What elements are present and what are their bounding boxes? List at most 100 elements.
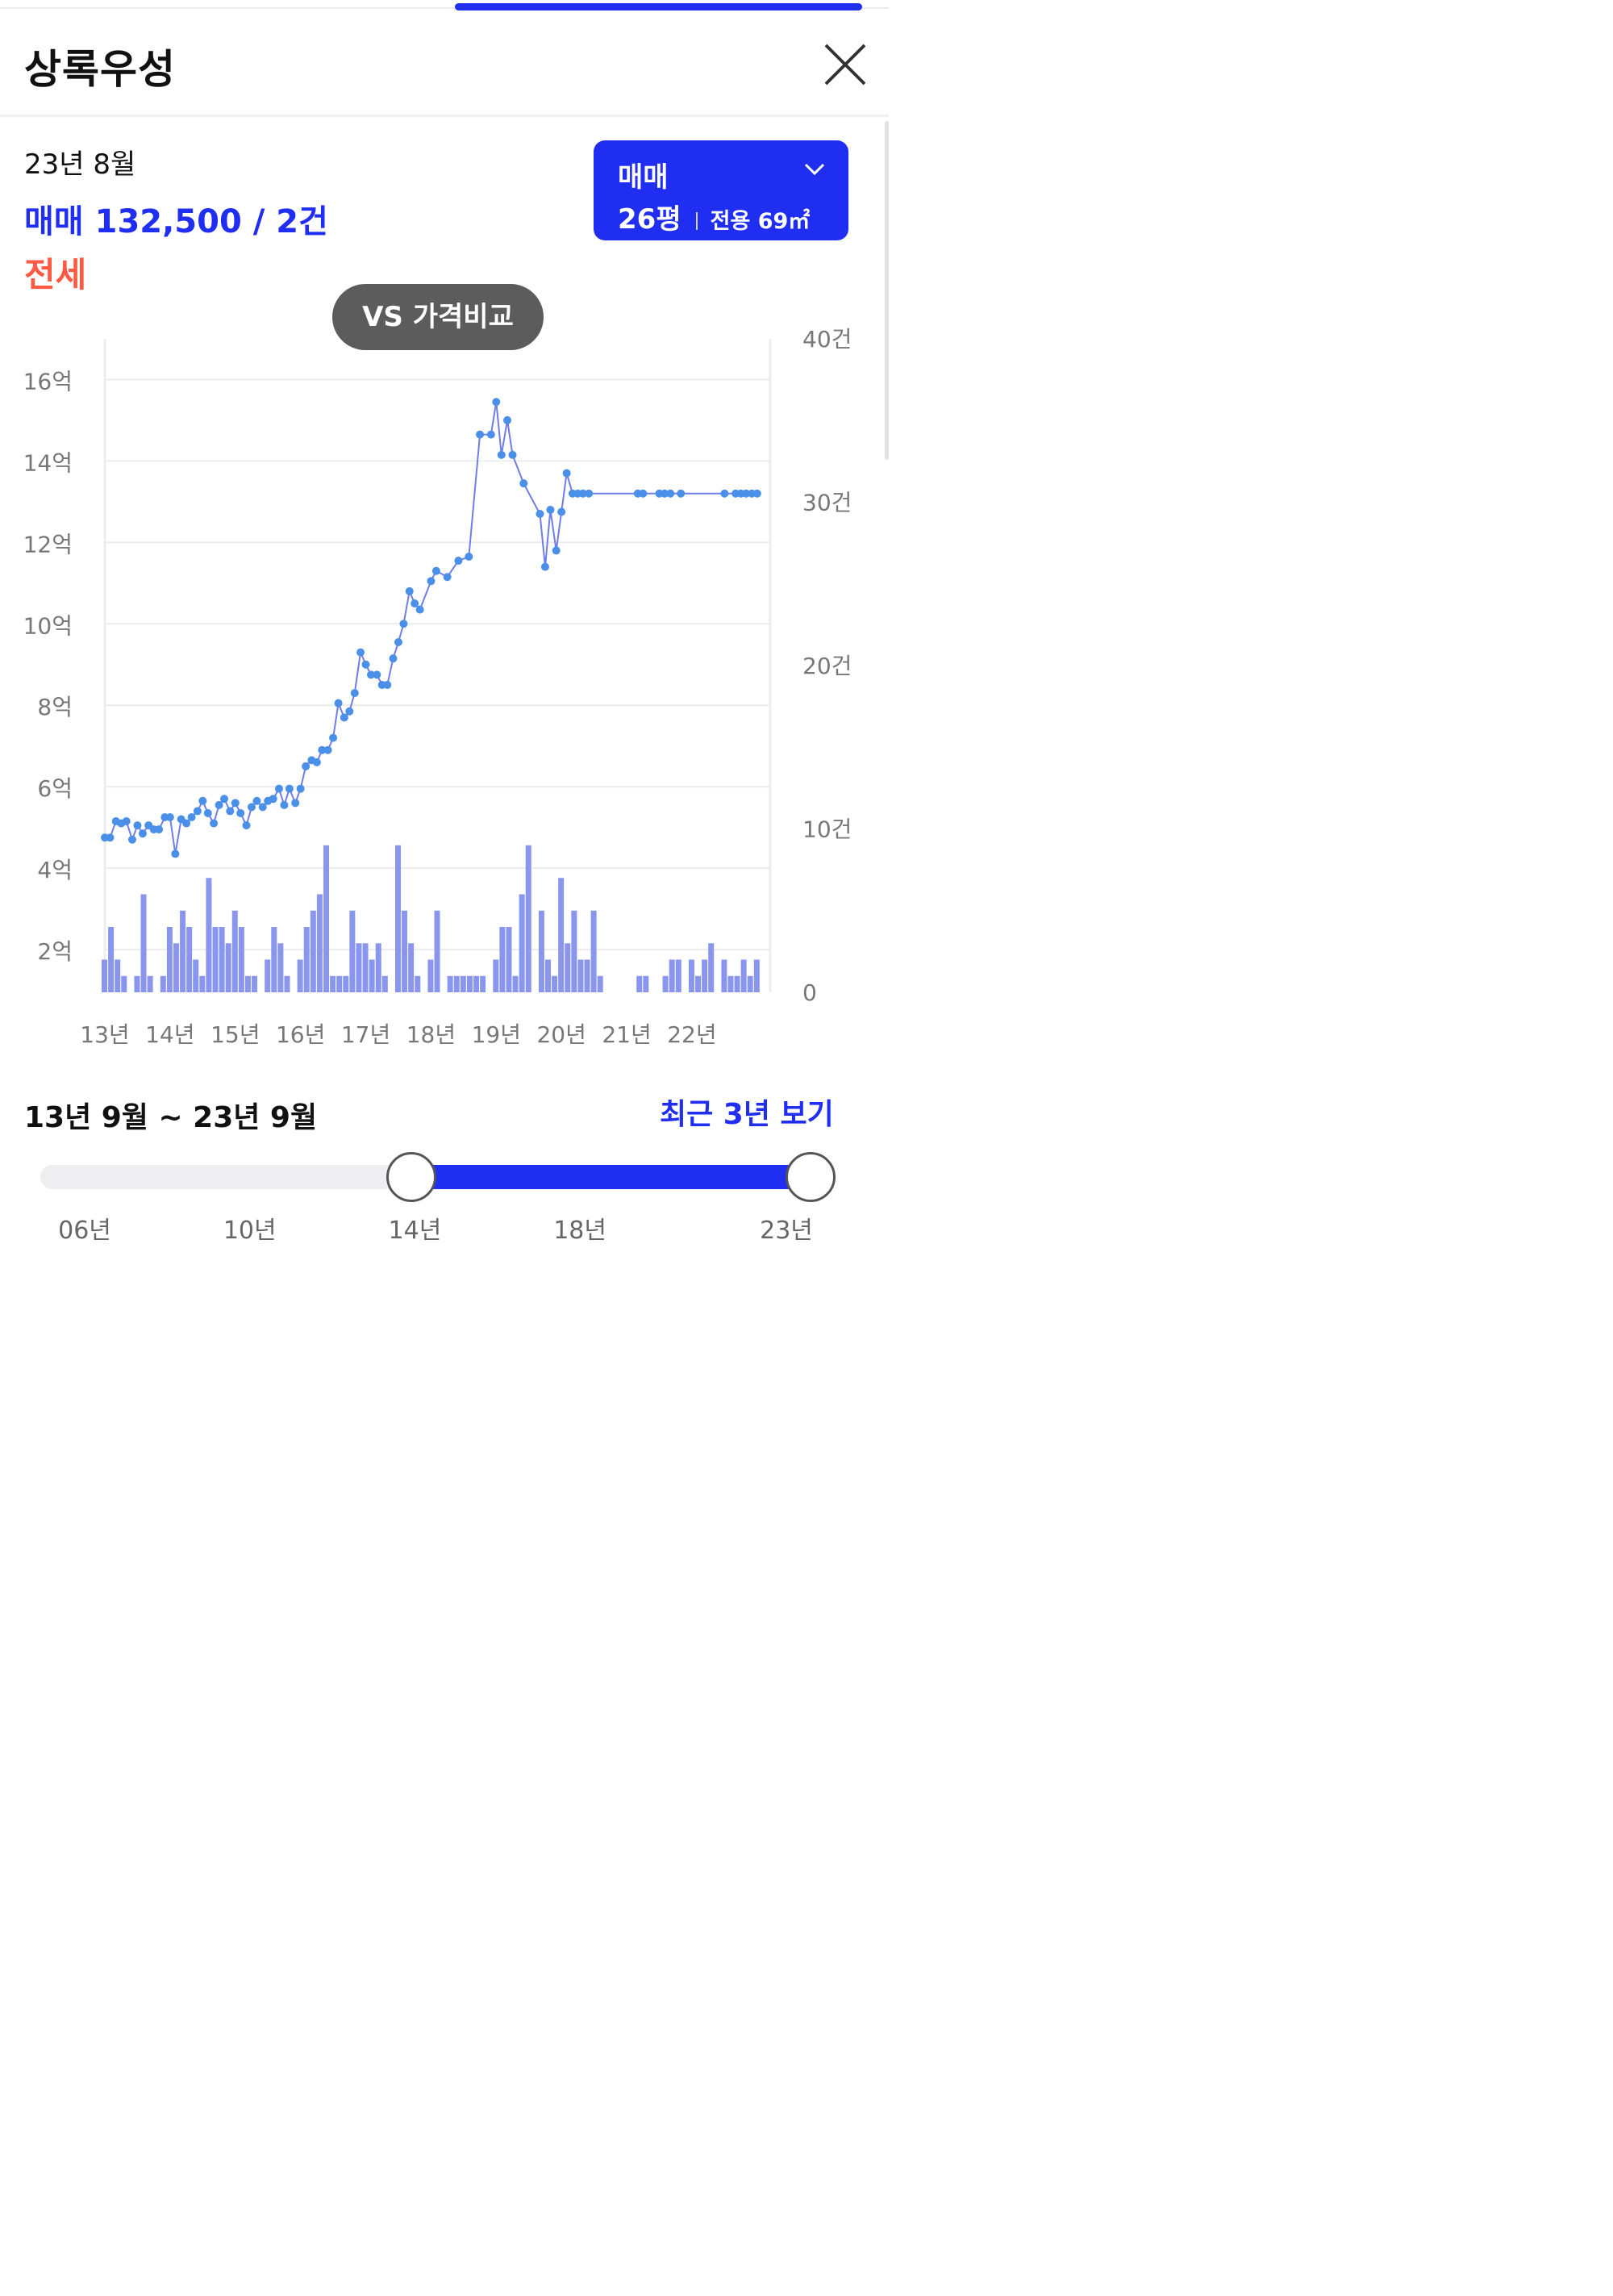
volume-bar	[369, 959, 375, 992]
price-point	[497, 450, 506, 459]
price-point	[187, 812, 196, 821]
y-left-tick-label: 14억	[23, 449, 73, 476]
volume-bar	[747, 975, 753, 992]
price-point	[431, 566, 440, 575]
price-point	[318, 745, 327, 754]
volume-bar	[727, 975, 734, 992]
scrollbar[interactable]	[885, 121, 889, 460]
price-point	[367, 670, 375, 679]
volume-bar	[662, 975, 669, 992]
volume-bar	[140, 894, 147, 992]
price-point	[562, 469, 571, 478]
close-icon[interactable]	[821, 40, 869, 89]
price-compare-button[interactable]: VS 가격비교	[332, 284, 544, 350]
volume-bar	[362, 943, 369, 992]
price-point	[193, 807, 202, 816]
volume-bar	[121, 975, 127, 992]
price-point	[415, 605, 424, 614]
price-point	[280, 800, 289, 809]
volume-bar	[460, 975, 466, 992]
price-point	[427, 577, 436, 586]
price-point	[578, 489, 587, 498]
volume-bar	[219, 927, 225, 992]
selected-date: 23년 8월	[24, 148, 136, 181]
volume-bar	[284, 975, 290, 992]
price-point	[677, 489, 686, 498]
price-point	[552, 546, 561, 555]
price-point	[329, 733, 338, 742]
area-separator	[695, 211, 698, 230]
chevron-down-icon	[804, 163, 825, 176]
recent-3-years-link[interactable]: 최근 3년 보기	[660, 1098, 834, 1131]
price-point	[503, 415, 512, 424]
x-tick-label: 21년	[602, 1021, 651, 1048]
volume-bar	[519, 894, 525, 992]
price-point	[302, 762, 311, 770]
x-tick-label: 14년	[145, 1021, 194, 1048]
volume-bar	[721, 959, 727, 992]
slider-end-handle[interactable]	[786, 1152, 836, 1202]
volume-bar	[356, 943, 362, 992]
price-point	[236, 808, 245, 817]
price-point	[345, 707, 354, 716]
price-point	[540, 562, 549, 571]
price-point	[269, 795, 277, 804]
volume-bar	[702, 959, 708, 992]
price-point	[215, 800, 223, 809]
x-tick-label: 13년	[80, 1021, 129, 1048]
price-point	[106, 833, 115, 842]
slider-tick-label: 06년	[58, 1217, 111, 1245]
y-right-tick-label: 30건	[802, 490, 852, 516]
price-chart: 16억 14억 12억 10억 8억 6억 4억 2억 40건 30건 20건 10건 0 13년 14년 1…	[23, 326, 852, 1048]
price-point	[182, 819, 191, 828]
price-point	[546, 505, 555, 514]
top-divider	[0, 7, 889, 9]
volume-bar	[590, 910, 597, 992]
volume-bar	[244, 975, 251, 992]
slider-start-handle[interactable]	[386, 1152, 436, 1202]
volume-bar	[173, 943, 179, 992]
volume-bar	[734, 975, 740, 992]
volume-bar	[343, 975, 349, 992]
volume-bar	[453, 975, 460, 992]
y-right-tick-label: 20건	[802, 653, 852, 679]
price-point	[660, 489, 669, 498]
volume-bar	[193, 959, 199, 992]
volume-bar	[408, 943, 415, 992]
price-point	[323, 745, 332, 754]
volume-bar	[636, 975, 643, 992]
volume-bar	[330, 975, 336, 992]
trade-type-select[interactable]: 매매 26평 전용 69㎡	[594, 140, 848, 240]
price-point	[122, 817, 131, 826]
volume-bar	[480, 975, 486, 992]
price-point	[373, 670, 381, 679]
trade-summary: 매매 132,500 / 2건	[24, 195, 328, 242]
volume-bar	[415, 975, 421, 992]
volume-bar	[323, 845, 329, 992]
volume-bar	[565, 943, 571, 992]
price-point	[411, 599, 419, 608]
jeonse-label: 전세	[24, 255, 87, 294]
price-point	[133, 821, 142, 830]
y-right-tick-label: 0	[802, 979, 817, 1006]
price-point	[536, 510, 544, 519]
volume-bar	[381, 975, 388, 992]
price-point	[350, 689, 359, 698]
volume-bar	[102, 959, 107, 992]
trade-type-value: 매매	[618, 161, 669, 194]
volume-bar	[506, 927, 512, 992]
volume-bar	[558, 878, 565, 992]
price-point	[231, 799, 240, 808]
volume-bar	[115, 959, 121, 992]
price-point	[155, 825, 164, 834]
volume-bar	[134, 975, 140, 992]
volume-bar	[277, 943, 284, 992]
volume-bar	[512, 975, 519, 992]
volume-bar	[675, 959, 681, 992]
volume-bar	[643, 975, 649, 992]
volume-bar	[212, 927, 219, 992]
price-point	[285, 784, 294, 793]
volume-bar	[147, 975, 153, 992]
y-left-tick-label: 6억	[37, 775, 73, 802]
volume-bar	[525, 845, 531, 992]
